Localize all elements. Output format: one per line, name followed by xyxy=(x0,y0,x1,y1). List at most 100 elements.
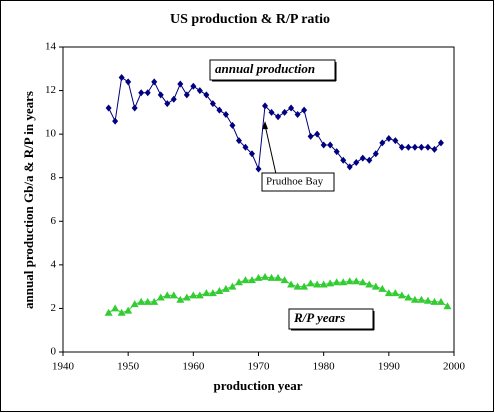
data-point xyxy=(333,148,340,156)
data-point xyxy=(228,282,237,290)
data-point xyxy=(319,280,328,288)
data-point xyxy=(170,95,177,103)
data-point xyxy=(105,104,112,112)
data-point xyxy=(405,143,412,151)
data-point xyxy=(320,141,327,149)
data-point xyxy=(254,273,263,281)
data-point xyxy=(247,276,256,284)
series-line xyxy=(108,76,442,171)
y-tick-label: 4 xyxy=(51,258,57,270)
data-point xyxy=(365,280,374,288)
data-point xyxy=(345,277,354,285)
data-point xyxy=(151,78,158,86)
data-point xyxy=(423,296,432,304)
data-point xyxy=(137,297,146,305)
data-point xyxy=(392,137,399,145)
data-point xyxy=(358,278,367,286)
data-point xyxy=(418,143,425,151)
y-tick-label: 6 xyxy=(51,215,57,227)
x-tick-label: 1980 xyxy=(313,361,336,373)
data-point xyxy=(352,277,361,285)
data-point xyxy=(208,289,217,297)
data-point xyxy=(195,291,204,299)
x-tick-label: 1990 xyxy=(378,361,401,373)
data-point xyxy=(306,279,315,287)
data-point xyxy=(163,291,172,299)
data-point xyxy=(150,297,159,305)
data-point xyxy=(443,302,452,310)
data-point xyxy=(235,137,242,145)
data-point xyxy=(242,143,249,151)
data-point xyxy=(384,289,393,297)
data-point xyxy=(275,113,282,121)
data-point xyxy=(339,278,348,286)
data-point xyxy=(190,82,197,90)
legend-box xyxy=(288,308,374,330)
data-point xyxy=(143,297,152,305)
data-point xyxy=(340,156,347,164)
data-point xyxy=(196,87,203,95)
data-point xyxy=(183,91,190,99)
chart-title: US production & R/P ratio xyxy=(170,12,330,27)
data-point xyxy=(234,278,243,286)
data-point xyxy=(281,108,288,116)
data-point xyxy=(125,78,132,86)
data-point xyxy=(169,291,178,299)
annotation-label: Prudhoe Bay xyxy=(266,176,324,188)
data-point xyxy=(346,163,353,171)
y-tick-label: 2 xyxy=(51,302,57,314)
data-point xyxy=(372,150,379,158)
data-point xyxy=(436,297,445,305)
data-point xyxy=(327,141,334,149)
data-point xyxy=(326,279,335,287)
data-point xyxy=(410,295,419,303)
data-point xyxy=(130,300,139,308)
data-point xyxy=(300,282,309,290)
x-tick-label: 1940 xyxy=(52,361,75,373)
x-axis-label: production year xyxy=(214,378,303,393)
data-point xyxy=(430,297,439,305)
y-tick-label: 0 xyxy=(51,346,57,358)
data-point xyxy=(359,154,366,162)
data-point xyxy=(424,143,431,151)
data-point xyxy=(248,150,255,158)
data-point xyxy=(222,111,229,119)
data-point xyxy=(378,284,387,292)
data-point xyxy=(202,289,211,297)
data-point xyxy=(215,287,224,294)
data-point xyxy=(111,304,120,312)
data-point xyxy=(182,293,191,301)
data-point xyxy=(379,139,386,147)
data-point xyxy=(313,280,322,288)
data-point xyxy=(144,89,151,97)
data-point xyxy=(203,91,210,99)
plot-area xyxy=(62,46,455,353)
data-point xyxy=(411,143,418,151)
data-point xyxy=(189,291,198,299)
annotation-arrowhead xyxy=(262,121,269,130)
data-point xyxy=(176,295,185,303)
data-point xyxy=(112,117,119,125)
data-point xyxy=(332,278,341,286)
data-point xyxy=(431,145,438,153)
y-tick-label: 12 xyxy=(45,84,56,96)
data-point xyxy=(398,143,405,151)
data-point xyxy=(274,273,283,281)
y-tick-label: 8 xyxy=(51,171,57,183)
x-tick-label: 1960 xyxy=(182,361,205,373)
data-point xyxy=(288,104,295,112)
data-point xyxy=(385,135,392,142)
data-point xyxy=(157,91,164,99)
data-point xyxy=(221,284,230,292)
data-point xyxy=(262,102,269,110)
x-tick-label: 1950 xyxy=(117,361,140,373)
data-point xyxy=(301,106,308,114)
data-point xyxy=(131,104,138,112)
y-tick-label: 10 xyxy=(45,128,57,140)
x-tick-label: 1970 xyxy=(248,361,271,373)
data-point xyxy=(366,156,373,164)
data-point xyxy=(261,272,270,280)
data-point xyxy=(437,139,444,147)
data-point xyxy=(241,276,250,284)
